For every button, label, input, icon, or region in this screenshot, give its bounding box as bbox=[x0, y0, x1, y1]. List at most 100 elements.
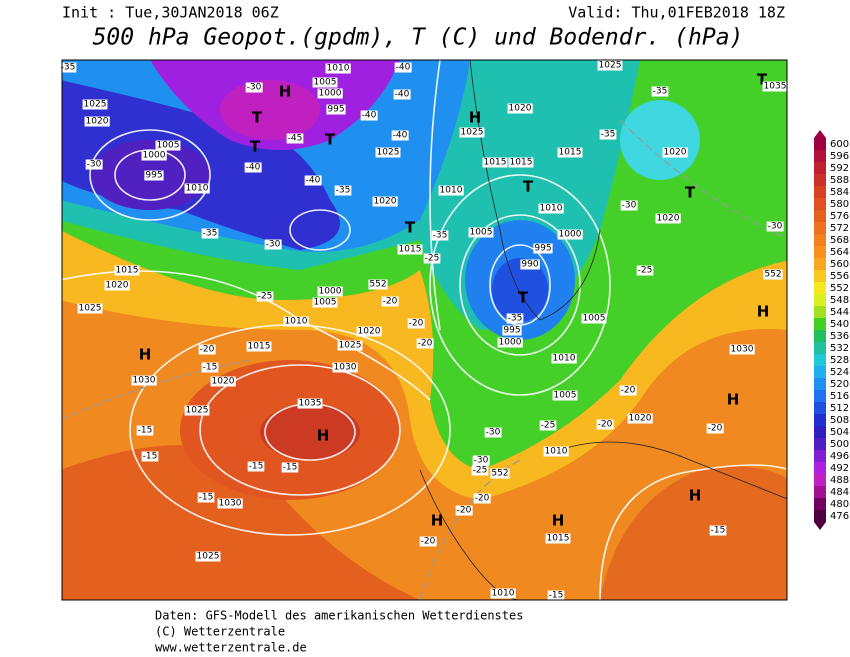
contour-label-box bbox=[217, 498, 243, 509]
contour-label-box bbox=[651, 86, 669, 97]
contour-label-box bbox=[763, 269, 783, 280]
colorbar-tip-top bbox=[814, 130, 826, 138]
colorbar-swatch bbox=[814, 186, 826, 198]
colorbar-label: 564 bbox=[830, 247, 849, 258]
contour-label-box bbox=[283, 316, 309, 327]
colorbar-swatch bbox=[814, 342, 826, 354]
contour-label: -20 bbox=[621, 386, 636, 396]
contour-label: -20 bbox=[475, 494, 490, 504]
colorbar-label: 496 bbox=[830, 451, 849, 462]
contour-label: -30 bbox=[768, 222, 783, 232]
colorbar-swatch bbox=[814, 366, 826, 378]
pressure-center: H bbox=[469, 109, 482, 127]
colorbar-swatch bbox=[814, 198, 826, 210]
contour-label-box bbox=[662, 147, 688, 158]
contour-label-box bbox=[709, 525, 727, 536]
colorbar-label: 544 bbox=[830, 307, 849, 318]
colorbar-swatch bbox=[814, 498, 826, 510]
contour-label: 1025 bbox=[197, 552, 220, 562]
contour-label-box bbox=[545, 533, 571, 544]
colorbar-swatch bbox=[814, 150, 826, 162]
colorbar-label: 500 bbox=[830, 439, 849, 450]
colorbar-swatch bbox=[814, 270, 826, 282]
contour-label-box bbox=[636, 265, 654, 276]
colorbar-swatch bbox=[814, 462, 826, 474]
colorbar-swatch bbox=[814, 318, 826, 330]
colorbar-swatch bbox=[814, 234, 826, 246]
contour-label: -40 bbox=[393, 131, 408, 141]
pressure-center: H bbox=[139, 346, 152, 364]
contour-label-box bbox=[184, 405, 210, 416]
colorbar-label: 536 bbox=[830, 331, 849, 342]
contour-label: -15 bbox=[138, 426, 153, 436]
contour-label: 1020 bbox=[664, 148, 687, 158]
contour-label: 1015 bbox=[116, 266, 139, 276]
contour-label: -20 bbox=[418, 339, 433, 349]
pressure-center: T bbox=[518, 289, 529, 307]
contour-label: -40 bbox=[396, 63, 411, 73]
contour-label-box bbox=[201, 228, 219, 239]
contour-label: 1000 bbox=[319, 287, 342, 297]
contour-label: 1025 bbox=[377, 148, 400, 158]
colorbar-label: 480 bbox=[830, 499, 849, 510]
contour-label: 1020 bbox=[374, 197, 397, 207]
contour-label: -45 bbox=[288, 134, 303, 144]
contour-label: 995 bbox=[327, 105, 344, 115]
contour-label-box bbox=[141, 451, 159, 462]
contour-label: 1020 bbox=[629, 414, 652, 424]
contour-label: 1020 bbox=[212, 377, 235, 387]
colorbar-label: 596 bbox=[830, 151, 849, 162]
colorbar-swatch bbox=[814, 210, 826, 222]
contour-label-box bbox=[325, 63, 351, 74]
contour-label: 1005 bbox=[554, 391, 577, 401]
contour-label-box bbox=[317, 88, 343, 99]
contour-label: -30 bbox=[247, 83, 262, 93]
colorbar-label: 512 bbox=[830, 403, 849, 414]
contour-label: 1030 bbox=[219, 499, 242, 509]
pressure-center: T bbox=[757, 71, 768, 89]
contour-label-box bbox=[533, 243, 553, 254]
contour-label: 1015 bbox=[248, 342, 271, 352]
contour-label: 1035 bbox=[299, 399, 322, 409]
contour-label-box bbox=[337, 340, 363, 351]
contour-label: 1020 bbox=[509, 104, 532, 114]
contour-label: 1020 bbox=[106, 281, 129, 291]
colorbar-label: 540 bbox=[830, 319, 849, 330]
colorbar-label: 592 bbox=[830, 163, 849, 174]
contour-label: 1010 bbox=[553, 354, 576, 364]
contour-label-box bbox=[201, 362, 219, 373]
contour-label-box bbox=[334, 185, 352, 196]
colorbar-label: 508 bbox=[830, 415, 849, 426]
contour-label: 1030 bbox=[731, 345, 754, 355]
contour-label: -15 bbox=[249, 462, 264, 472]
contour-label-box bbox=[144, 170, 164, 181]
contour-label: -30 bbox=[87, 160, 102, 170]
contour-label-box bbox=[490, 588, 516, 599]
colorbar-swatch bbox=[814, 438, 826, 450]
contour-label: -30 bbox=[474, 456, 489, 466]
contour-label: -15 bbox=[143, 452, 158, 462]
contour-label-box bbox=[599, 129, 617, 140]
contour-label-box bbox=[286, 133, 304, 144]
contour-label: 1010 bbox=[327, 64, 350, 74]
colorbar-label: 580 bbox=[830, 199, 849, 210]
contour-label-box bbox=[423, 253, 441, 264]
colorbar-swatch bbox=[814, 510, 826, 522]
contour-label-box bbox=[482, 157, 508, 168]
contour-label: -30 bbox=[266, 240, 281, 250]
contour-label-box bbox=[620, 200, 638, 211]
colorbar: 6005965925885845805765725685645605565525… bbox=[814, 130, 849, 530]
contour-label: -25 bbox=[541, 421, 556, 431]
contour-label: -35 bbox=[433, 231, 448, 241]
contour-label-box bbox=[627, 413, 653, 424]
contour-label: 1020 bbox=[657, 214, 680, 224]
colorbar-swatch bbox=[814, 306, 826, 318]
colorbar-swatch bbox=[814, 174, 826, 186]
pressure-center: H bbox=[757, 303, 770, 321]
contour-label-box bbox=[141, 150, 167, 161]
colorbar-swatch bbox=[814, 138, 826, 150]
contour-label-box bbox=[538, 203, 564, 214]
